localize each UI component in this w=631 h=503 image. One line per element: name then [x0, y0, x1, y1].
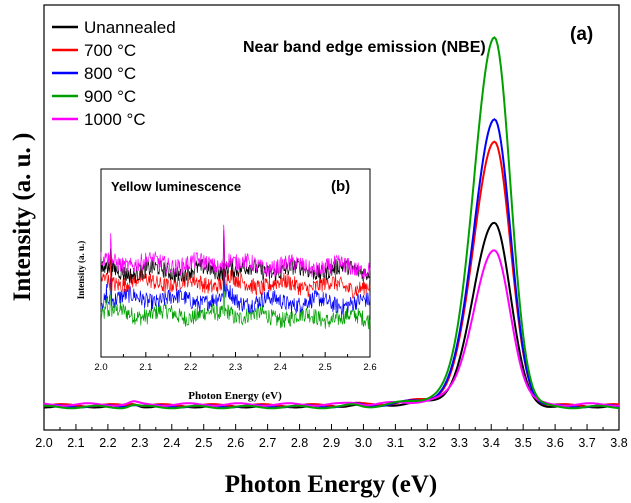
x-tick-label: 2.8	[291, 436, 308, 450]
inset-x-tick-label: 2.2	[184, 362, 197, 373]
main-series-line	[44, 36, 620, 410]
inset-x-tick-label: 2.3	[229, 362, 242, 373]
legend-label: 900 °C	[84, 87, 136, 106]
inset-x-axis-label: Photon Energy (eV)	[188, 390, 282, 402]
main-plot: 2.0 2.1 2.2 2.3 2.4 2.5 2.6 2.7 2.8 2.9 3.0 3.1 3.2 3…	[9, 4, 628, 498]
inset-x-tick-label: 2.5	[319, 362, 332, 373]
x-tick-label: 3.2	[419, 436, 436, 450]
main-chart-title: Near band edge emission (NBE)	[243, 39, 486, 56]
main-panel-label: (a)	[570, 24, 593, 45]
inset-plot: 2.0 2.1 2.2 2.3 2.4 2.5 2.6 Yellow luminescenc…	[76, 168, 377, 402]
legend-label: 1000 °C	[84, 110, 146, 129]
inset-x-tick-label: 2.6	[363, 362, 376, 373]
x-tick-label: 2.3	[131, 436, 148, 450]
x-tick-label: 3.8	[610, 436, 627, 450]
x-tick-label: 2.9	[323, 436, 340, 450]
x-tick-label: 3.7	[578, 436, 595, 450]
x-tick-label: 2.5	[195, 436, 212, 450]
x-tick-label: 3.0	[355, 436, 372, 450]
inset-x-tick-label: 2.4	[274, 362, 287, 373]
main-series-line	[43, 249, 620, 407]
inset-x-ticks: 2.0 2.1 2.2 2.3 2.4 2.5 2.6	[94, 352, 377, 373]
main-y-axis-label: Intensity (a. u. )	[9, 133, 36, 302]
x-tick-label: 2.4	[163, 436, 180, 450]
inset-y-axis-label: Intensity (a. u.)	[76, 241, 86, 300]
inset-series-line	[100, 224, 371, 280]
inset-series-line	[101, 241, 371, 299]
x-tick-label: 3.6	[546, 436, 563, 450]
main-x-axis-label: Photon Energy (eV)	[225, 471, 437, 498]
x-tick-label: 2.0	[35, 436, 52, 450]
legend-label: Unannealed	[84, 18, 176, 37]
main-x-ticks: 2.0 2.1 2.2 2.3 2.4 2.5 2.6 2.7 2.8 2.9 3.0 3.1 3.2 3…	[35, 424, 628, 450]
inset-chart-title: Yellow luminescence	[111, 179, 241, 194]
x-tick-label: 2.7	[259, 436, 276, 450]
main-series-group	[43, 36, 620, 410]
inset-panel-label: (b)	[331, 178, 350, 195]
x-tick-label: 3.1	[387, 436, 404, 450]
x-tick-label: 3.4	[483, 436, 500, 450]
inset-x-tick-label: 2.1	[139, 362, 152, 373]
x-tick-label: 2.1	[67, 436, 84, 450]
x-tick-label: 2.2	[99, 436, 116, 450]
legend-label: 800 °C	[84, 64, 136, 83]
inset-series-line	[100, 272, 371, 330]
x-tick-label: 3.3	[451, 436, 468, 450]
legend: Unannealed 700 °C 800 °C 900 °C 1000 °C	[52, 18, 176, 129]
inset-series-line	[100, 261, 371, 316]
inset-series-group	[100, 224, 371, 330]
legend-label: 700 °C	[84, 41, 136, 60]
inset-x-tick-label: 2.0	[94, 362, 107, 373]
x-tick-label: 3.5	[514, 436, 531, 450]
x-tick-label: 2.6	[227, 436, 244, 450]
